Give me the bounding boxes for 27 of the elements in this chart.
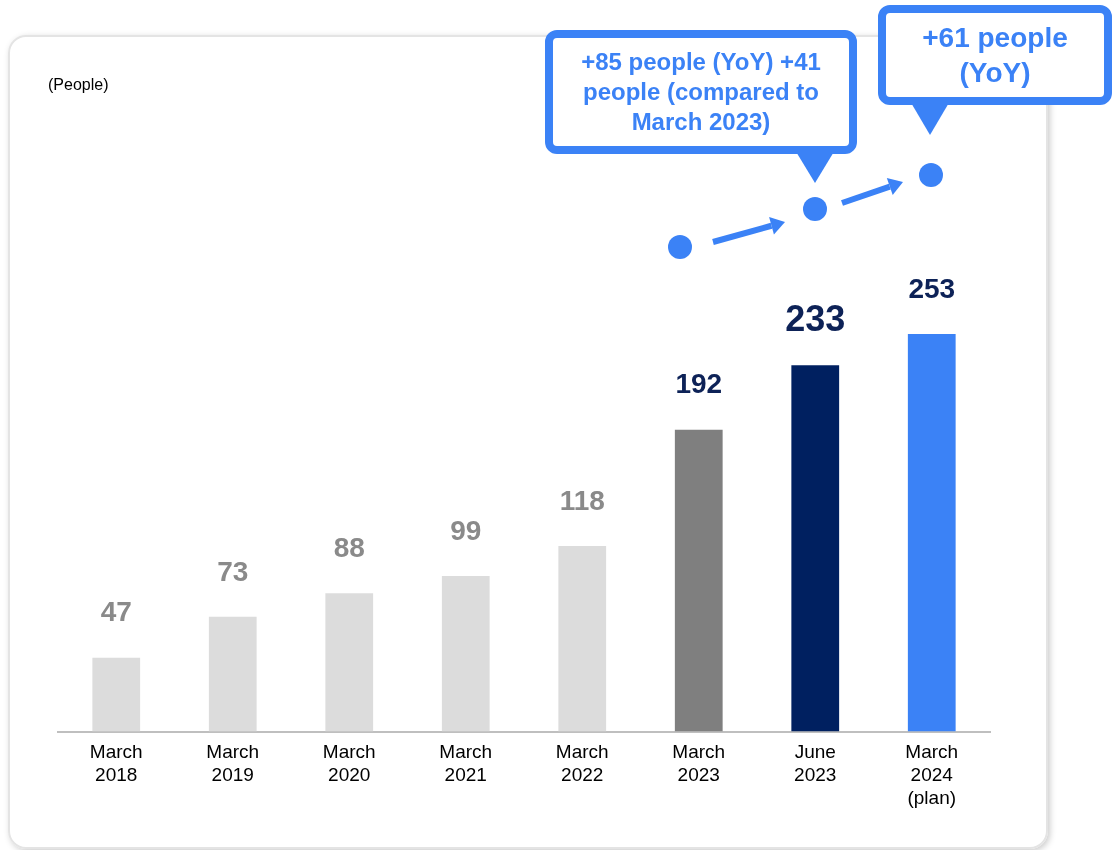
bar	[92, 657, 141, 732]
bar	[441, 575, 490, 732]
data-label: 192	[675, 368, 723, 400]
data-label: 253	[908, 272, 956, 304]
x-tick-label: March 2024 (plan)	[905, 741, 959, 808]
data-label: 99	[450, 514, 482, 546]
bar	[674, 429, 723, 732]
bar	[558, 546, 607, 732]
x-tick-label: March 2019	[206, 741, 260, 786]
data-label: 73	[217, 555, 249, 587]
text: +85 people (YoY) +41 people (compared to March 2023)	[545, 30, 857, 154]
bar	[208, 616, 257, 732]
data-label: 47	[100, 596, 132, 628]
text: (People)	[48, 76, 109, 94]
bar	[325, 593, 374, 732]
bar	[907, 333, 956, 732]
x-tick-label: March 2021	[439, 741, 493, 786]
x-tick-label: March 2023	[672, 741, 726, 786]
data-label: 88	[333, 531, 365, 563]
x-tick-label: March 2022	[555, 741, 609, 786]
bar	[791, 365, 840, 732]
text: +61 people (YoY)	[878, 5, 1112, 105]
data-label: 233	[785, 298, 846, 340]
x-tick-label: March 2018	[89, 741, 143, 786]
data-label: 118	[559, 484, 605, 516]
x-tick-label: June 2023	[794, 741, 837, 786]
x-tick-label: March 2020	[322, 741, 376, 786]
